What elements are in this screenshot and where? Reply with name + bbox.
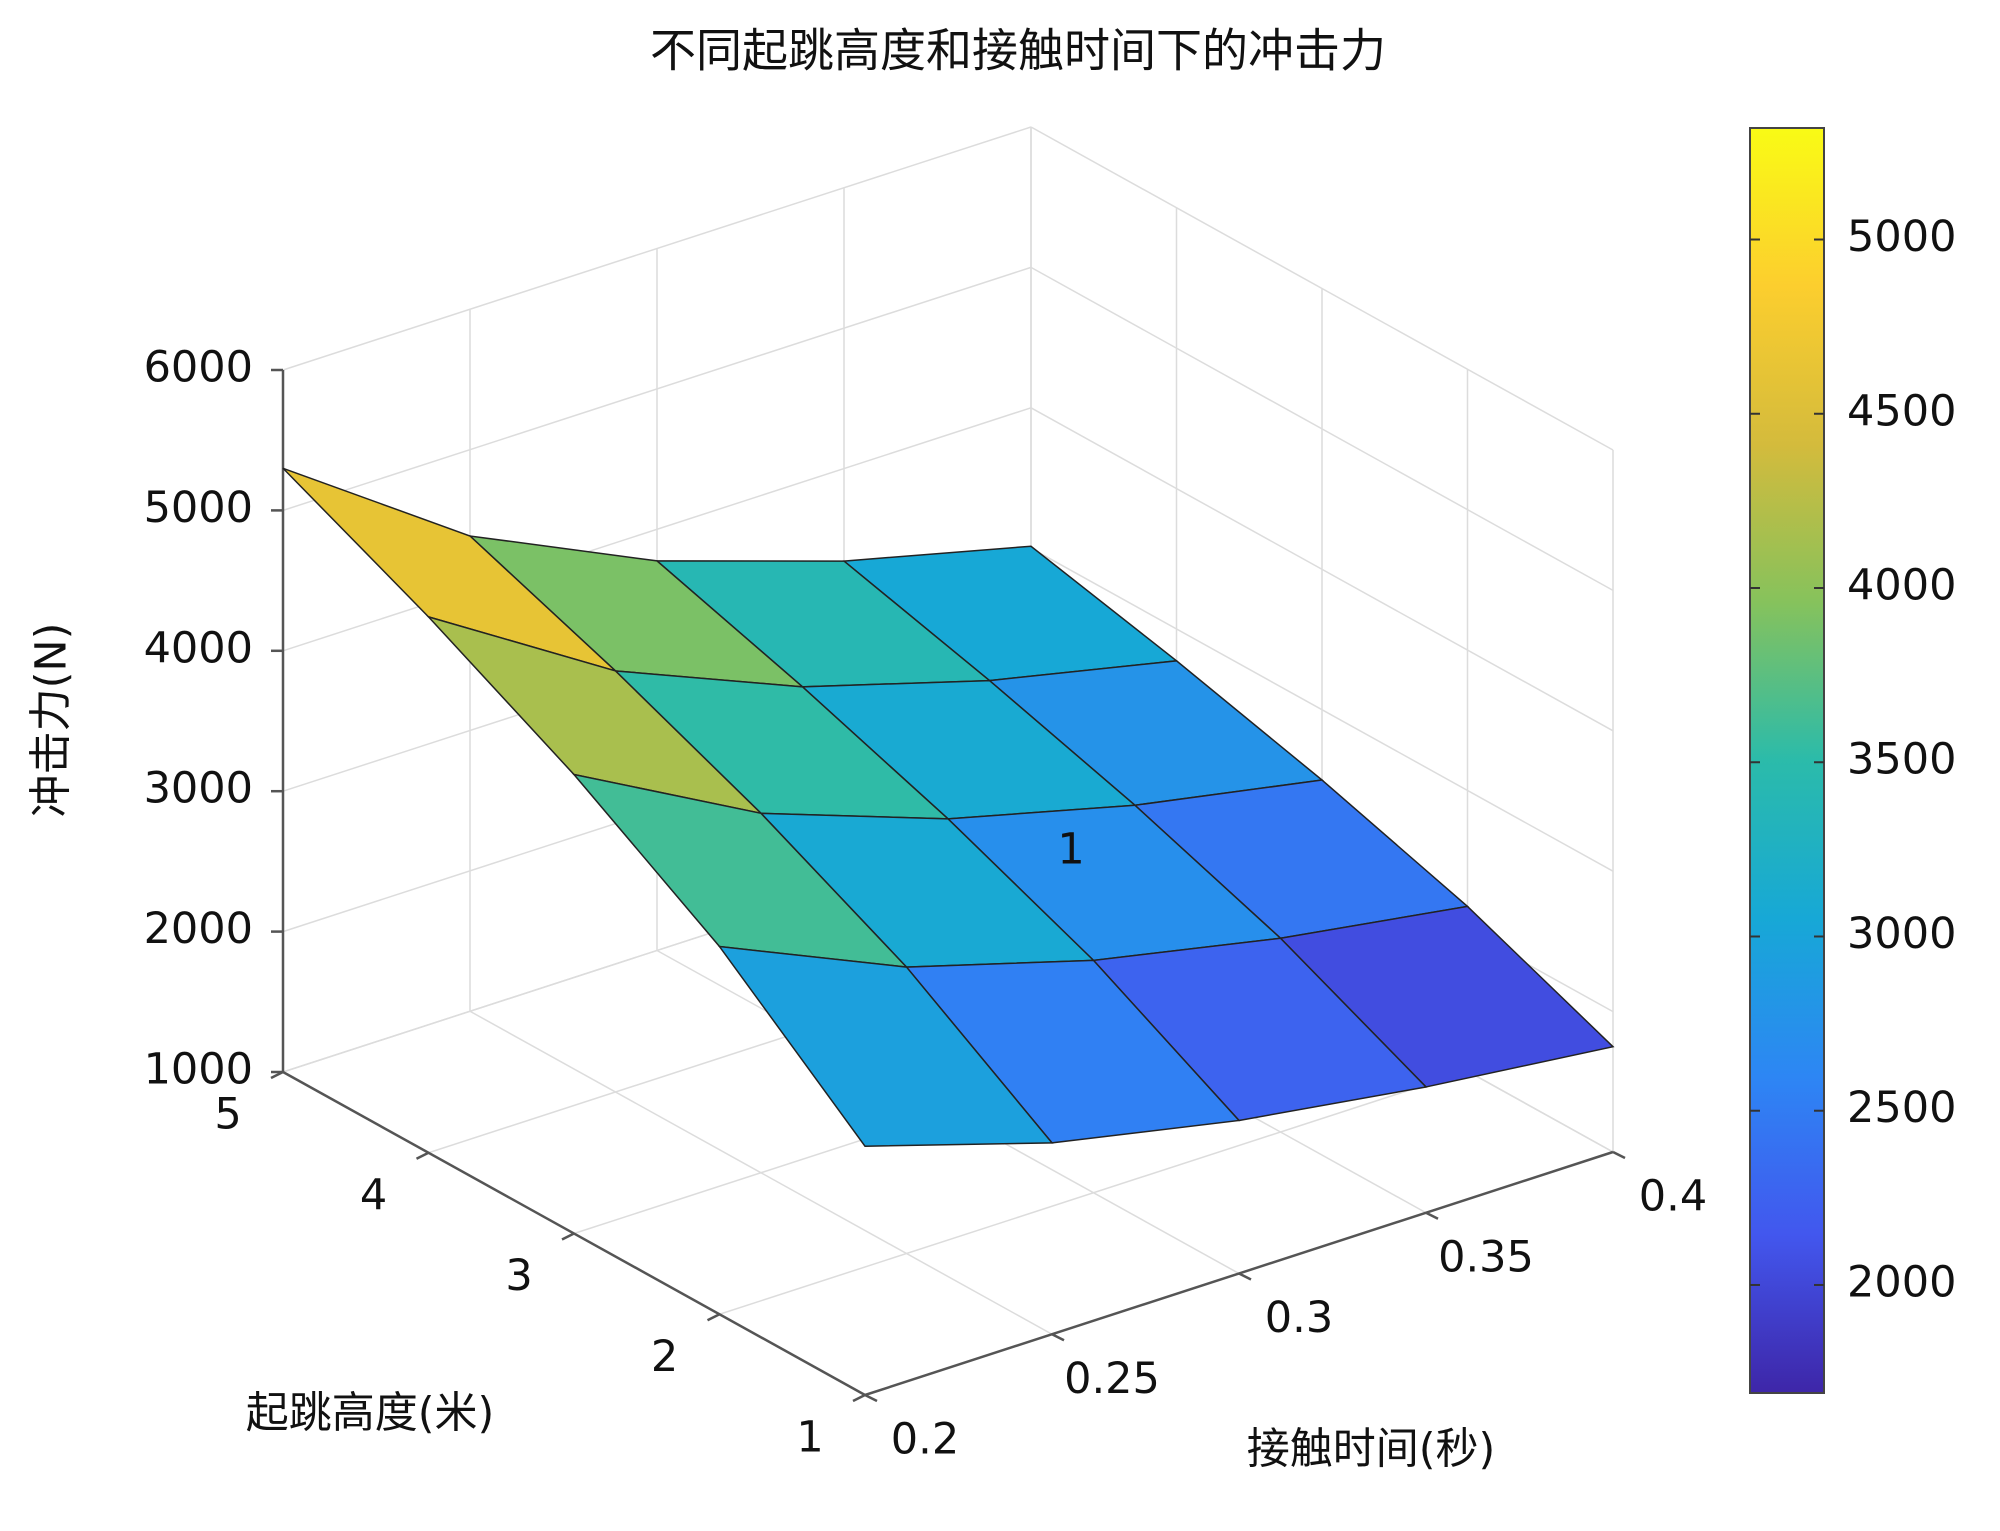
tick-mark: [561, 1232, 575, 1241]
surface: [282, 467, 1615, 1147]
z-tick-label: 5000: [144, 483, 253, 533]
z-tick-label: 1000: [144, 1045, 253, 1095]
y-tick-label: 4: [360, 1170, 387, 1220]
tick-mark: [415, 1151, 430, 1160]
grid-line: [1030, 407, 1614, 732]
grid-line: [1030, 547, 1614, 872]
colorbar-tick-label: 3500: [1847, 735, 1956, 785]
x-axis-label: 接触时间(秒): [1247, 1425, 1496, 1475]
tick-mark: [1051, 1333, 1065, 1342]
tick-mark: [1612, 1150, 1626, 1160]
tick-mark: [1425, 1211, 1439, 1220]
z-axis-label: 冲击力(N): [27, 623, 77, 818]
colorbar: [1749, 127, 1825, 1394]
surface-patch: [717, 945, 1054, 1147]
y-axis-label: 起跳高度(米): [246, 1389, 495, 1439]
tick-mark: [270, 1070, 284, 1080]
x-tick-label: 0.3: [1265, 1293, 1333, 1343]
z-tick-label: 4000: [144, 623, 253, 673]
tick-mark: [852, 1393, 866, 1403]
x-tick-label: 0.35: [1438, 1232, 1534, 1282]
z-tick-label: 6000: [144, 343, 253, 393]
colorbar-tick-label: 2500: [1847, 1083, 1956, 1133]
colorbar-tick-label: 4500: [1847, 386, 1956, 436]
colorbar-tick-label: 5000: [1847, 212, 1956, 262]
grid-line: [282, 407, 1032, 652]
x-tick-label: 0.2: [891, 1415, 959, 1465]
y-tick-label: 5: [214, 1090, 241, 1140]
z-tick-label: 3000: [144, 764, 253, 814]
z-tick-label: 2000: [144, 904, 253, 954]
axes: [270, 368, 1626, 1403]
grid-line: [719, 1070, 1468, 1315]
y-tick-label: 1: [796, 1413, 823, 1463]
y-tick-label: 3: [505, 1251, 532, 1301]
chart-title: 不同起跳高度和接触时间下的冲击力: [650, 24, 1386, 78]
tick-mark: [864, 1393, 878, 1403]
tick-mark: [1238, 1272, 1252, 1281]
tick-mark: [706, 1313, 721, 1322]
colorbar-tick-label: 2000: [1847, 1257, 1956, 1307]
grid-line: [1030, 266, 1614, 592]
grid-line: [282, 266, 1032, 512]
annotation: 1: [1057, 825, 1084, 875]
colorbar-tick-label: 3000: [1847, 909, 1956, 959]
x-tick-label: 0.4: [1639, 1172, 1707, 1222]
grid-line: [282, 126, 1032, 371]
colorbar-tick-label: 4000: [1847, 561, 1956, 611]
grid-line: [1030, 126, 1614, 451]
y-tick-label: 2: [651, 1332, 678, 1382]
x-tick-label: 0.25: [1064, 1354, 1160, 1404]
